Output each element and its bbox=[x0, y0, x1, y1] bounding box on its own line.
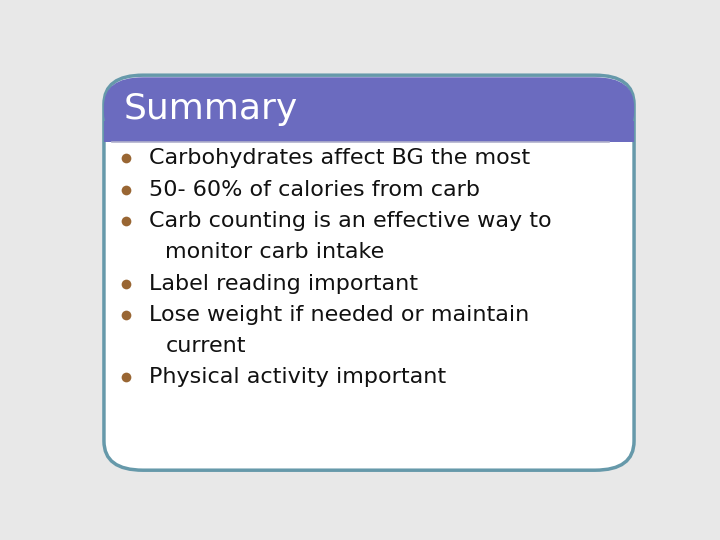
Bar bbox=[104, 121, 634, 141]
Text: Physical activity important: Physical activity important bbox=[148, 367, 446, 387]
FancyBboxPatch shape bbox=[104, 75, 634, 470]
Text: Label reading important: Label reading important bbox=[148, 274, 418, 294]
FancyBboxPatch shape bbox=[104, 77, 634, 141]
Text: Carbohydrates affect BG the most: Carbohydrates affect BG the most bbox=[148, 148, 530, 168]
Text: Lose weight if needed or maintain: Lose weight if needed or maintain bbox=[148, 305, 528, 325]
Text: Summary: Summary bbox=[124, 92, 298, 126]
Text: 50- 60% of calories from carb: 50- 60% of calories from carb bbox=[148, 180, 480, 200]
Text: current: current bbox=[166, 336, 246, 356]
Text: Carb counting is an effective way to: Carb counting is an effective way to bbox=[148, 211, 552, 231]
Text: monitor carb intake: monitor carb intake bbox=[166, 242, 384, 262]
